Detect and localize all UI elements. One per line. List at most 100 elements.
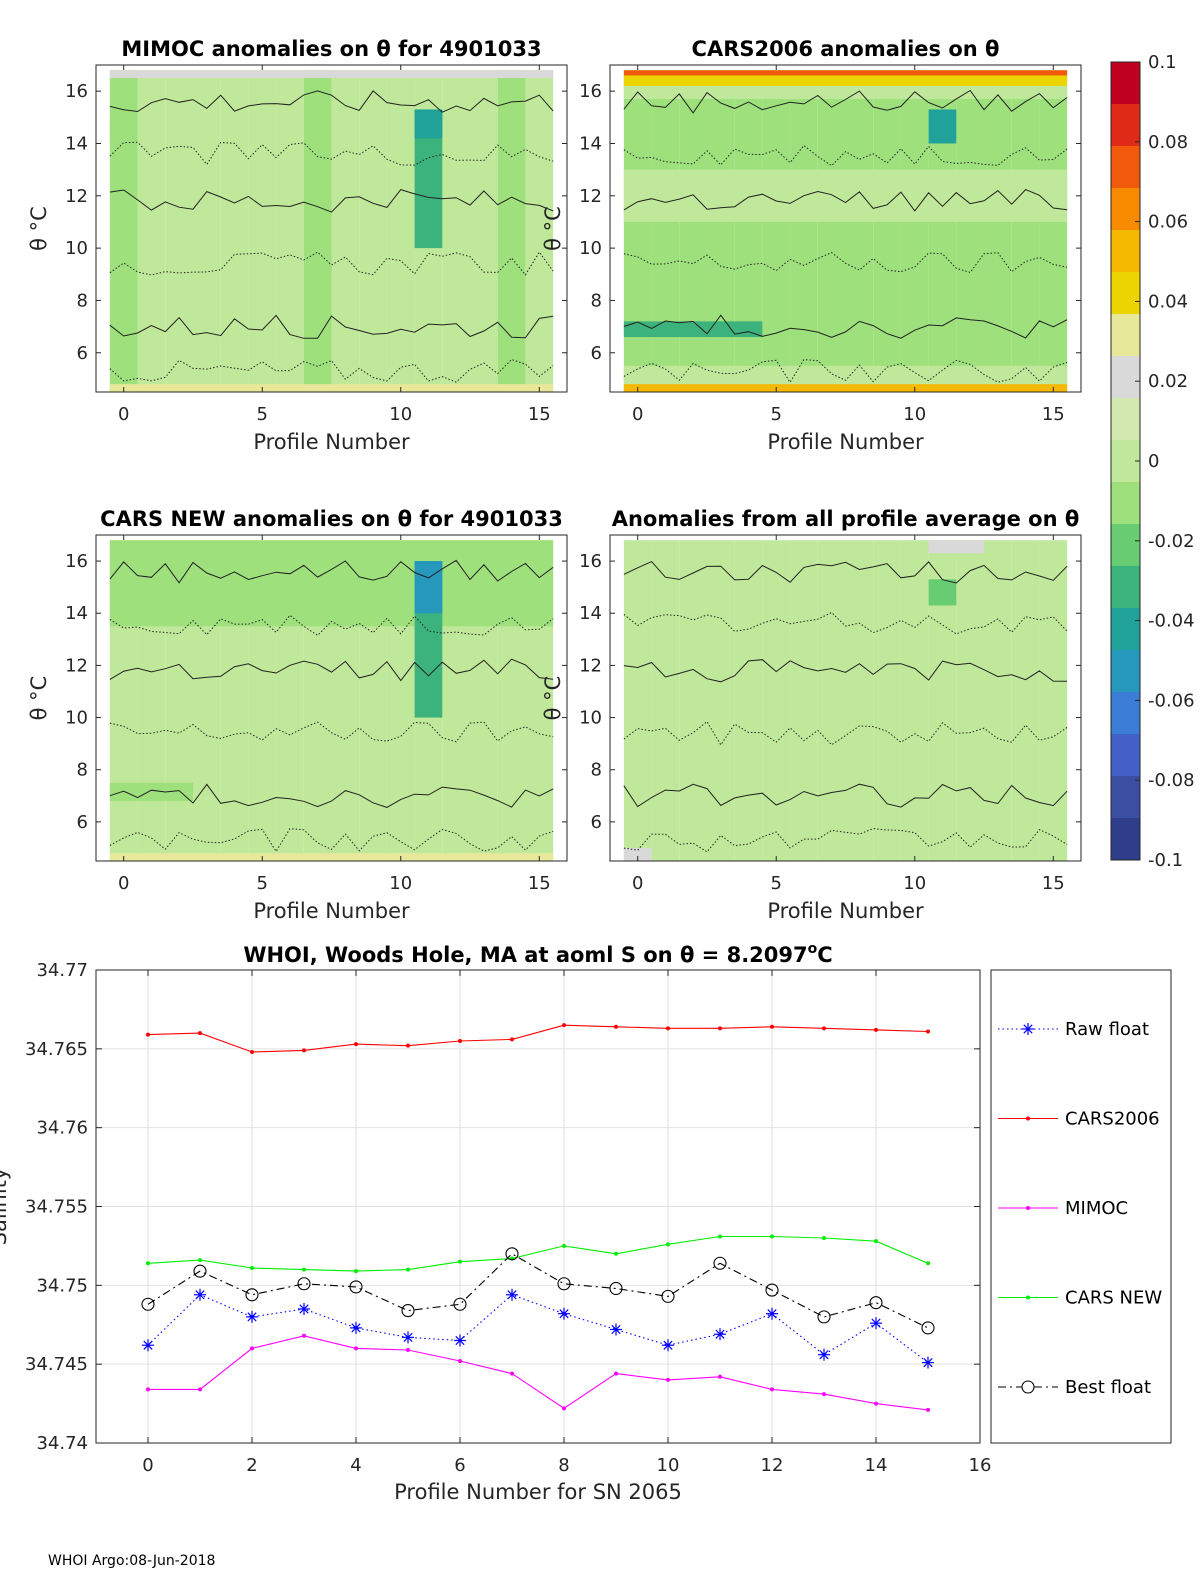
heatmap-column xyxy=(845,540,874,861)
heatmap-column xyxy=(386,70,415,393)
data-point xyxy=(609,1281,623,1296)
panel-salinity: 0 2 4 6 8 10 12 14 16 34.74 34.745 34.75 34.755 34.76… xyxy=(0,941,1172,1504)
y-tick-label: 34.75 xyxy=(36,1275,88,1296)
colorbar-swatch xyxy=(1111,482,1140,525)
panel-title: CARS NEW anomalies on θ for 4901033 xyxy=(100,507,563,531)
contour-line xyxy=(109,314,554,339)
heatmap-column xyxy=(276,70,304,393)
contour-line xyxy=(623,611,1068,635)
legend-marker xyxy=(1026,1295,1030,1300)
title-main: WHOI, Woods Hole, MA at aoml S on θ = 8.… xyxy=(243,943,807,967)
heatmap-column xyxy=(623,540,652,861)
panel-cars2006: 0 5 10 15 6 8 10 12 14 16 Profile Number θ °C CARS20… xyxy=(541,37,1082,454)
heatmap-column xyxy=(900,70,929,393)
data-point xyxy=(401,1304,415,1318)
y-tick-label: 16 xyxy=(65,551,88,572)
data-point xyxy=(406,1347,410,1352)
data-point xyxy=(245,1288,259,1302)
series-mimoc xyxy=(146,1333,930,1412)
colorbar-swatch xyxy=(1111,566,1140,609)
data-point xyxy=(766,1307,778,1320)
x-tick-label: 5 xyxy=(771,873,782,894)
heatmap-column xyxy=(470,70,498,393)
y-tick-label: 10 xyxy=(579,238,602,259)
y-tick-label: 34.76 xyxy=(36,1118,88,1139)
x-tick-label: 15 xyxy=(1042,873,1065,894)
contour-line xyxy=(109,189,554,213)
asterisk-stroke xyxy=(195,1290,205,1300)
data-point xyxy=(666,1242,670,1247)
data-point xyxy=(406,1267,410,1272)
heatmap-column xyxy=(331,70,360,393)
data-point xyxy=(198,1387,202,1392)
y-axis-label: θ °C xyxy=(27,676,51,721)
panel-mimoc: 0 5 10 15 6 8 10 12 14 16 Profile Number θ °C MIMOC … xyxy=(27,37,568,454)
x-tick-label: 10 xyxy=(903,873,926,894)
series-cars2006 xyxy=(146,1023,930,1054)
heatmap-column xyxy=(623,70,652,393)
heatmap-feature xyxy=(109,117,138,144)
heatmap-column xyxy=(137,70,166,393)
data-point xyxy=(817,1310,831,1324)
y-axis-label: θ °C xyxy=(27,206,51,251)
x-tick-label: 10 xyxy=(389,404,412,425)
heatmap-feature xyxy=(109,540,554,627)
legend-item: CARS2006 xyxy=(998,1109,1160,1130)
data-point xyxy=(250,1049,254,1054)
heatmap-column xyxy=(651,540,680,861)
colorbar-tick-label: -0.08 xyxy=(1148,770,1195,791)
panel-title: WHOI, Woods Hole, MA at aoml S on θ = 8.… xyxy=(243,941,832,967)
data-point xyxy=(354,1346,358,1351)
heatmap-column xyxy=(984,70,1012,393)
x-tick-label: 10 xyxy=(657,1455,680,1476)
colorbar-tick-label: 0 xyxy=(1148,451,1159,472)
y-tick-label: 8 xyxy=(591,290,602,311)
heatmap-column xyxy=(790,70,818,393)
data-point xyxy=(302,1267,306,1272)
data-point xyxy=(250,1346,254,1351)
colorbar-swatch xyxy=(1111,62,1140,105)
y-tick-label: 12 xyxy=(65,186,88,207)
y-tick-label: 6 xyxy=(591,812,602,833)
panel-title: Anomalies from all profile average on θ xyxy=(612,507,1080,531)
heatmap-column xyxy=(651,70,680,393)
data-point xyxy=(718,1026,722,1031)
x-tick-label: 5 xyxy=(257,873,268,894)
colorbar-swatch xyxy=(1111,314,1140,357)
x-tick-label: 0 xyxy=(142,1455,153,1476)
data-point xyxy=(506,1288,518,1301)
colorbar-tick-label: 0.02 xyxy=(1148,371,1188,392)
colorbar-tick-label: 0.04 xyxy=(1148,291,1188,312)
data-point xyxy=(614,1024,618,1029)
y-tick-label: 6 xyxy=(77,343,88,364)
colorbar-swatch xyxy=(1111,188,1140,231)
data-point xyxy=(718,1234,722,1239)
data-point xyxy=(246,1310,258,1323)
data-point xyxy=(193,1264,207,1278)
legend-item: Raw float xyxy=(998,1019,1149,1040)
contour-line xyxy=(623,314,1068,339)
x-tick-label: 0 xyxy=(118,873,129,894)
x-tick-label: 8 xyxy=(558,1455,569,1476)
y-tick-label: 16 xyxy=(579,551,602,572)
panel-title: CARS2006 anomalies on θ xyxy=(692,37,1000,61)
heatmap-column xyxy=(497,70,526,393)
data-point xyxy=(146,1387,150,1392)
colorbar-tick-label: -0.1 xyxy=(1148,850,1183,871)
data-point xyxy=(614,1371,618,1376)
heatmap-column xyxy=(679,540,707,861)
data-point xyxy=(350,1321,362,1334)
y-tick-label: 12 xyxy=(579,655,602,676)
heatmap-column xyxy=(220,70,249,393)
data-point xyxy=(718,1374,722,1379)
asterisk-stroke xyxy=(611,1324,621,1335)
x-axis-label: Profile Number for SN 2065 xyxy=(394,1480,682,1504)
y-tick-label: 12 xyxy=(579,186,602,207)
contour-line xyxy=(623,828,1068,853)
colorbar-tick-label: 0.08 xyxy=(1148,132,1188,153)
contour-line xyxy=(109,251,554,276)
data-point xyxy=(666,1377,670,1382)
heatmap-column xyxy=(762,540,791,861)
y-tick-label: 34.745 xyxy=(25,1354,88,1375)
heatmap-column xyxy=(734,540,763,861)
